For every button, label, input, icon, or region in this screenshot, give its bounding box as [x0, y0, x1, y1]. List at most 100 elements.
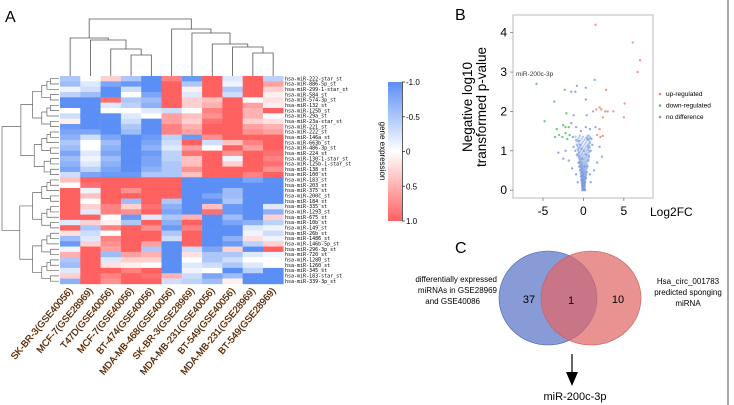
heatmap-cell — [181, 235, 203, 242]
heatmap-cell — [60, 198, 81, 205]
heatmap-cell — [263, 198, 284, 205]
heatmap-cell — [242, 102, 264, 109]
point-no-difference — [587, 139, 590, 142]
point-no-difference — [572, 145, 575, 149]
heatmap-cell — [100, 182, 122, 189]
heatmap-cell — [202, 262, 223, 269]
heatmap-cell — [100, 118, 122, 125]
point-down-regulated — [568, 133, 571, 137]
heatmap-cell — [263, 251, 284, 258]
heatmap-cell — [242, 81, 264, 87]
heatmap-cell — [181, 267, 203, 274]
heatmap-cell — [60, 107, 81, 114]
heatmap-cell — [202, 257, 223, 263]
heatmap-cell — [222, 161, 243, 167]
heatmap-cell — [141, 155, 162, 162]
point-no-difference — [578, 157, 581, 160]
dendrogram-branch — [50, 248, 59, 255]
heatmap-cell — [141, 214, 162, 221]
point-no-difference — [582, 153, 585, 157]
heatmap-cell — [181, 278, 203, 285]
heatmap-cell — [242, 257, 264, 263]
dendrogram-branch — [88, 18, 192, 38]
dendrogram-branch — [50, 179, 59, 186]
point-up-regulated — [601, 134, 605, 138]
heatmap-cell — [202, 118, 223, 125]
row-label: hsa-miR-675_st — [285, 215, 327, 221]
point-no-difference — [582, 188, 585, 191]
point-no-difference — [582, 149, 585, 152]
point-no-difference — [574, 125, 578, 129]
heatmap-cell — [100, 273, 122, 279]
heatmap-cell — [263, 235, 284, 242]
heatmap-cell — [80, 129, 101, 135]
heatmap-cell — [222, 129, 243, 135]
point-no-difference — [579, 129, 583, 133]
heatmap-cell — [120, 107, 142, 114]
heatmap-cell — [100, 134, 122, 141]
dendrogram-branch — [232, 46, 264, 76]
heatmap-cell — [100, 225, 122, 231]
heatmap-cell — [60, 278, 81, 285]
point-no-difference — [586, 136, 589, 139]
heatmap-cell — [161, 155, 183, 162]
heatmap-cell — [161, 262, 183, 269]
dendrogram-branch — [50, 94, 59, 101]
point-no-difference — [576, 149, 580, 152]
heatmap-cell — [242, 273, 264, 279]
point-down-regulated — [561, 123, 565, 127]
point-no-difference — [581, 178, 584, 181]
heatmap-cell — [80, 97, 101, 103]
heatmap-cell — [60, 118, 81, 125]
heatmap-cell — [80, 267, 101, 274]
heatmap-cell — [263, 139, 284, 146]
heatmap-cell — [60, 97, 81, 103]
heatmap-cell — [100, 262, 122, 269]
heatmap-cell — [100, 166, 122, 173]
heatmap-cell — [141, 267, 162, 274]
heatmap-cell — [263, 171, 284, 178]
heatmap-cell — [222, 155, 243, 162]
heatmap-cell — [202, 145, 223, 151]
heatmap-cell — [161, 246, 183, 253]
heatmap-cell — [60, 262, 81, 269]
heatmap-cell — [242, 171, 264, 178]
heatmap-cell — [263, 209, 284, 215]
point-no-difference — [583, 138, 586, 141]
heatmap-cell — [161, 177, 183, 183]
dendrogram-branch — [41, 239, 51, 253]
dendrogram-branch — [32, 90, 42, 119]
column-dendrogram — [69, 18, 274, 76]
point-up-regulated — [622, 116, 626, 119]
dendrogram-branch — [32, 192, 42, 220]
venn-right-label-1: Hsa_circ_001783 — [657, 277, 720, 286]
venn-right-count: 10 — [612, 294, 624, 306]
heatmap-cell — [80, 171, 101, 178]
heatmap-cell — [263, 81, 284, 87]
heatmap-cell — [181, 113, 203, 119]
heatmap-cell — [141, 150, 162, 157]
heatmap-cell — [60, 246, 81, 253]
point-no-difference — [570, 167, 574, 170]
heatmap-cell — [222, 241, 243, 247]
heatmap-cell — [202, 129, 223, 135]
heatmap-cell — [222, 193, 243, 199]
heatmap-cell — [60, 86, 81, 93]
column-labels: SK-BR-3(GSE40056)MCF-7(GSE28969)T47D(GSE… — [9, 286, 279, 378]
heatmap-cell — [242, 76, 264, 82]
heatmap-cell — [141, 86, 162, 93]
heatmap-cell — [161, 225, 183, 231]
heatmap-cell — [263, 214, 284, 221]
heatmap-cell — [181, 81, 203, 87]
point-up-regulated — [598, 127, 601, 131]
heatmap-cell — [100, 209, 122, 215]
dendrogram-branch — [50, 131, 59, 138]
heatmap-cell — [60, 193, 81, 199]
heatmap-cell — [202, 273, 223, 279]
y-tick-label: 0 — [500, 183, 507, 197]
row-label: hsa-miR-345_st — [285, 268, 327, 274]
heatmap-cell — [141, 166, 162, 173]
point-no-difference — [587, 158, 590, 161]
heatmap-cell — [242, 97, 264, 103]
heatmap-cell — [161, 134, 183, 141]
